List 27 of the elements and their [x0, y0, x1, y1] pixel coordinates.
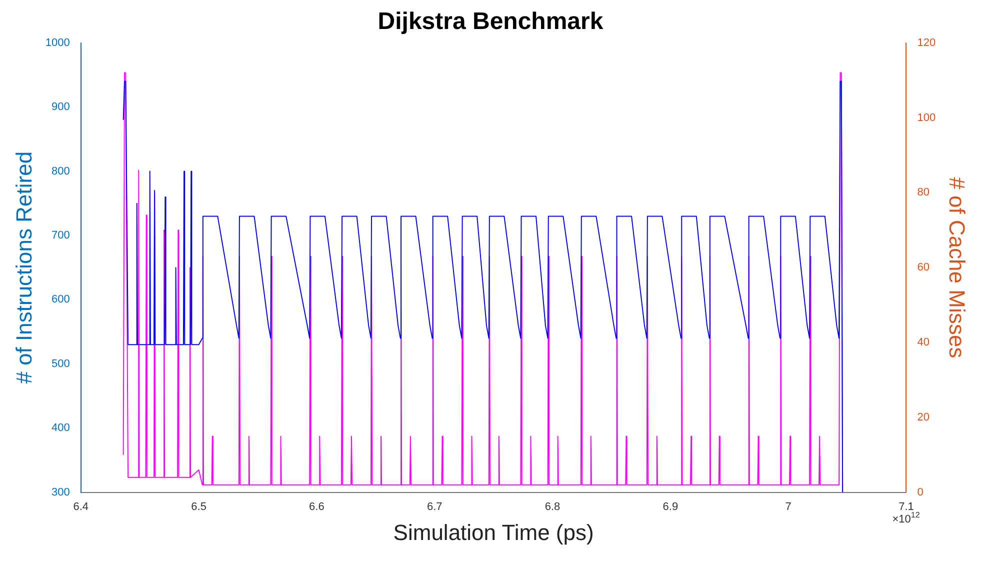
y2-tick-label: 60 [917, 262, 930, 274]
y2-tick-label: 80 [917, 186, 930, 199]
y-tick-label: 600 [52, 294, 70, 306]
chart-title: Dijkstra Benchmark [378, 8, 604, 36]
x-tick-label: 6.4 [73, 501, 89, 514]
y-tick-label: 700 [52, 230, 70, 242]
y-tick-label: 900 [52, 101, 70, 114]
y2-tick-label: 20 [917, 412, 930, 424]
x-tick-label: 6.6 [309, 501, 324, 514]
x-axis-title: Simulation Time (ps) [393, 520, 594, 545]
y2-tick-label: 120 [917, 36, 936, 49]
y2-axis-title: # of Cache Misses [944, 177, 970, 358]
y-tick-label: 1000 [45, 36, 70, 49]
y-tick-label: 300 [52, 486, 70, 498]
y-tick-label: 800 [52, 165, 70, 178]
y2-tick-label: 100 [917, 112, 936, 124]
x-tick-label: 7.1 [898, 501, 914, 514]
y-tick-label: 500 [52, 358, 70, 370]
y2-tick-label: 40 [917, 336, 930, 349]
y-axis-title: # of Instructions Retired [11, 151, 36, 384]
x-tick-label: 6.9 [662, 501, 678, 514]
x-tick-label: 6.5 [191, 501, 206, 514]
x-tick-label: 6.7 [426, 501, 442, 514]
y2-tick-label: 0 [917, 486, 924, 498]
y-tick-label: 400 [52, 422, 70, 434]
x-tick-label: 6.8 [544, 501, 560, 514]
x-tick-label: 7 [785, 501, 792, 514]
